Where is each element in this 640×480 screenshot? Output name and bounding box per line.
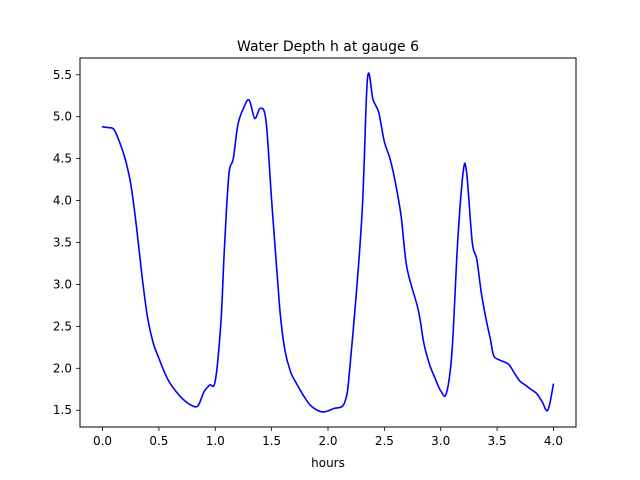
x-tick-label: 3.0 <box>431 434 450 448</box>
plot-frame <box>79 57 577 428</box>
x-tick-label: 1.5 <box>262 434 281 448</box>
y-tick-label: 1.5 <box>53 403 72 417</box>
y-tick-label: 2.0 <box>53 361 72 375</box>
y-tick-label: 2.5 <box>53 319 72 333</box>
y-tick-label: 4.5 <box>53 152 72 166</box>
x-axis-ticks: 0.0 0.5 1.0 1.5 2.0 2.5 3.0 3.5 4.0 <box>93 427 563 448</box>
y-tick-label: 5.0 <box>53 110 72 124</box>
x-tick-label: 2.0 <box>318 434 337 448</box>
x-tick-label: 0.5 <box>149 434 168 448</box>
y-tick-label: 4.0 <box>53 194 72 208</box>
y-tick-label: 5.5 <box>53 68 72 82</box>
x-tick-label: 1.0 <box>206 434 225 448</box>
x-tick-label: 0.0 <box>93 434 112 448</box>
x-tick-label: 3.5 <box>488 434 507 448</box>
y-tick-label: 3.5 <box>53 236 72 250</box>
x-tick-label: 2.5 <box>375 434 394 448</box>
y-tick-label: 3.0 <box>53 277 72 291</box>
x-tick-label: 4.0 <box>544 434 563 448</box>
y-axis-ticks: 1.5 2.0 2.5 3.0 3.5 4.0 4.5 5.0 5.5 <box>53 68 80 417</box>
x-axis-label: hours <box>311 456 345 470</box>
chart-title: Water Depth h at gauge 6 <box>237 39 419 55</box>
series-line-water-depth <box>101 72 555 413</box>
plot-area <box>80 58 576 427</box>
